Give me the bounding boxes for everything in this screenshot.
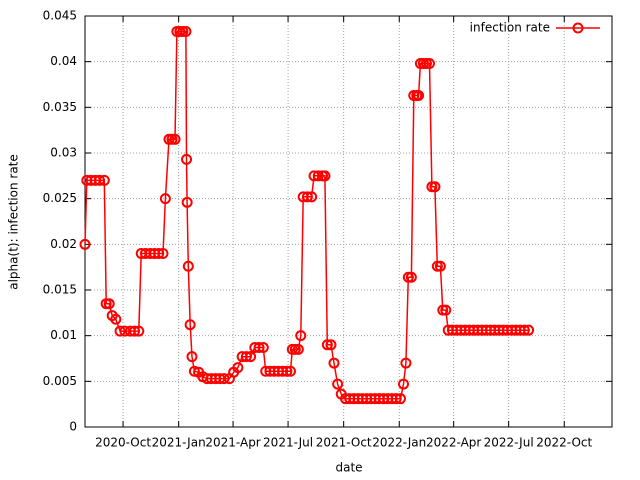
data-point [181, 153, 193, 165]
data-point [182, 260, 194, 272]
data-point [157, 247, 169, 259]
data-point [321, 339, 333, 351]
data-point [440, 304, 452, 316]
data-point [218, 373, 230, 385]
legend-label: infection rate [470, 21, 550, 35]
y-tick-label: 0 [69, 420, 77, 434]
data-point [405, 271, 417, 283]
data-point [523, 324, 535, 336]
y-tick-label: 0.04 [50, 54, 77, 68]
data-point [169, 133, 181, 145]
data-point [110, 313, 122, 325]
data-point [284, 365, 296, 377]
data-point [434, 260, 446, 272]
data-point [301, 191, 313, 203]
y-tick-label: 0.015 [43, 283, 77, 297]
data-point [159, 193, 171, 205]
data-point [129, 325, 141, 337]
data-point [114, 325, 126, 337]
data-point [390, 393, 402, 405]
y-tick-label: 0.005 [43, 374, 77, 388]
data-point [319, 170, 331, 182]
data-point [245, 351, 257, 363]
x-tick-label: 2022-Jul [484, 436, 534, 450]
y-tick-label: 0.045 [43, 9, 77, 23]
data-point [257, 342, 269, 354]
data-point [397, 378, 409, 390]
y-tick-label: 0.035 [43, 100, 77, 114]
data-point [103, 298, 115, 310]
x-axis-label: date [335, 461, 362, 475]
data-point [133, 325, 145, 337]
data-point [328, 357, 340, 369]
x-tick-label: 2022-Oct [536, 436, 592, 450]
data-point [413, 89, 425, 101]
y-tick-label: 0.02 [50, 237, 77, 251]
x-tick-label: 2020-Oct [95, 436, 151, 450]
data-point [312, 170, 324, 182]
data-point [277, 365, 289, 377]
data-point [232, 362, 244, 374]
data-point [394, 393, 406, 405]
data-point [188, 365, 200, 377]
data-point [332, 378, 344, 390]
data-point [400, 357, 412, 369]
x-tick-label: 2021-Jul [263, 436, 313, 450]
data-point [253, 342, 265, 354]
data-point [181, 196, 193, 208]
data-point [306, 191, 318, 203]
data-point [184, 319, 196, 331]
y-axis-label: alpha(t): infection rate [7, 154, 21, 290]
y-tick-label: 0.01 [50, 328, 77, 342]
data-point [518, 324, 530, 336]
data-point [292, 343, 304, 355]
x-tick-label: 2021-Jan [152, 436, 206, 450]
data-point [423, 57, 435, 69]
x-tick-label: 2022-Jan [372, 436, 426, 450]
data-point [429, 181, 441, 193]
data-point [79, 238, 91, 250]
data-point [98, 174, 110, 186]
legend-marker [572, 22, 584, 34]
x-tick-label: 2021-Oct [316, 436, 372, 450]
data-point [295, 330, 307, 342]
data-point [94, 174, 106, 186]
data-point [186, 351, 198, 363]
y-tick-label: 0.025 [43, 191, 77, 205]
x-tick-label: 2021-Apr [205, 436, 260, 450]
data-point [240, 351, 252, 363]
x-tick-label: 2022-Apr [426, 436, 481, 450]
data-point [325, 339, 337, 351]
data-point [153, 247, 165, 259]
data-point [180, 26, 192, 38]
y-tick-label: 0.03 [50, 146, 77, 160]
data-point [281, 365, 293, 377]
series-line [84, 30, 529, 400]
